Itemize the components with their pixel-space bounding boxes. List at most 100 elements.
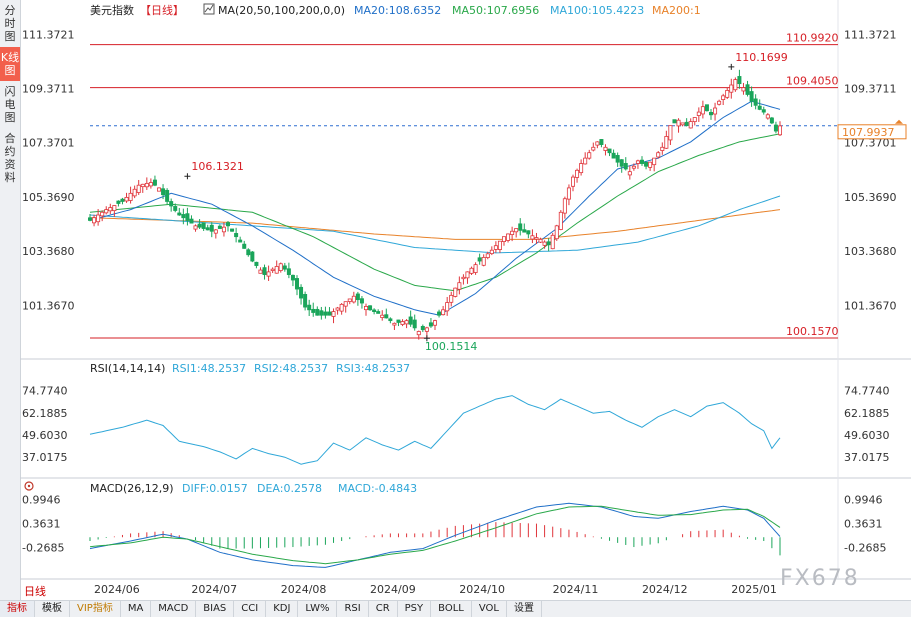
candle-body [205,227,210,231]
tab-settings[interactable]: 设置 [507,601,542,617]
tab-cci[interactable]: CCI [234,601,267,617]
candle-body [579,163,584,174]
price-tick-label: 105.3690 [844,191,897,204]
price-tick-label: 105.3690 [22,191,75,204]
macd-label: MACD(26,12,9) [90,482,174,495]
candle-body [737,76,742,85]
candle-body [282,265,287,270]
annotation-value: 100.1514 [425,340,478,353]
candle-body [534,237,539,240]
candle-body [514,228,519,233]
ma-settings-icon[interactable] [203,3,215,15]
tab-lw[interactable]: LW% [298,601,338,617]
rsi-label: RSI(14,14,14) [90,362,165,375]
candle-body [161,188,166,196]
candle-body [165,189,170,202]
current-price-value: 107.9937 [842,126,895,139]
candle-body [384,314,389,319]
level-value-label: 109.4050 [786,75,839,88]
period-tab[interactable]: 日线 [24,585,46,598]
tab-cr[interactable]: CR [369,601,398,617]
tab-kdj[interactable]: KDJ [266,601,299,617]
candle-body [542,241,547,246]
annotation-marker [184,173,191,180]
rsi-line [89,395,781,465]
ma20-value: MA20:108.6352 [354,4,441,17]
macd-tick-label: -0.2685 [22,541,64,554]
candle-body [522,229,527,233]
candle-body [197,223,202,228]
macd-diff-line [89,502,781,568]
chart-area: 美元指数 【日线】 MA(20,50,100,200,0,0) MA20:108… [20,0,911,596]
rsi1-value: RSI1:48.2537 [172,362,246,375]
candle-body [278,263,283,271]
tab-rsi[interactable]: RSI [337,601,369,617]
candle-body [380,314,385,318]
ma100-line [89,195,781,254]
date-tick-label: 2024/06 [94,583,140,596]
candle-body [725,90,730,98]
candle-body [497,240,502,250]
candle-body [428,322,433,327]
candle-body [506,233,511,241]
candle-body [193,225,198,230]
tab-timeshare[interactable]: 分时图 [4,4,16,43]
candle-body [672,119,677,124]
tab-contract-info[interactable]: 合约资料 [4,132,16,184]
tab-flash[interactable]: 闪电图 [4,85,16,124]
tab-indicator[interactable]: 指标 [0,601,35,617]
candle-body [270,268,275,271]
tab-kline[interactable]: K线图 [0,47,20,81]
candle-body [684,121,689,127]
candle-body [152,179,157,186]
macd-settings-icon[interactable] [24,481,34,491]
candle-body [424,327,429,332]
candle-body [680,122,685,126]
candle-body [221,226,226,233]
candle-body [583,157,588,165]
candle-body [656,152,661,158]
annotation-value: 110.1699 [735,51,788,64]
candle-body [327,311,332,316]
candle-body [562,198,567,214]
tab-ma[interactable]: MA [121,601,152,617]
rsi-tick-label: 74.7740 [844,385,890,398]
candle-body [733,79,738,91]
candle-body [234,233,239,238]
candle-body [445,302,450,312]
tab-psy[interactable]: PSY [398,601,432,617]
candle-body [392,322,397,326]
price-tick-label: 103.3680 [22,245,75,258]
candle-body [510,230,515,235]
ma100-value: MA100:105.4223 [550,4,644,17]
candle-body [461,276,466,280]
candle-body [266,271,271,277]
tab-template[interactable]: 模板 [35,601,70,617]
tab-macd[interactable]: MACD [151,601,197,617]
tab-boll[interactable]: BOLL [431,601,472,617]
annotation-marker [423,335,430,342]
candle-body [339,303,344,312]
tab-vol[interactable]: VOL [472,601,507,617]
candle-body [717,100,722,105]
candle-body [741,87,746,92]
candle-body [566,187,571,200]
candle-body [323,311,328,316]
candle-body [351,295,356,303]
macd-tick-label: 0.3631 [844,518,883,531]
tab-vip-indicator[interactable]: VIP指标 [70,601,121,617]
candle-body [319,310,324,316]
candle-body [453,287,458,297]
moving-average-lines [89,100,781,316]
candle-body [104,209,109,214]
candle-body [603,146,608,151]
candle-body [213,229,218,234]
candle-body [591,146,596,151]
candle-body [526,230,531,235]
tab-bias[interactable]: BIAS [196,601,235,617]
candle-body [493,245,498,250]
candle-body [246,249,251,256]
ma200-line [89,209,781,240]
price-tick-label: 107.3701 [844,137,897,150]
indicator-toolbar: 指标 模板 VIP指标 MA MACD BIAS CCI KDJ LW% RSI… [0,600,911,617]
